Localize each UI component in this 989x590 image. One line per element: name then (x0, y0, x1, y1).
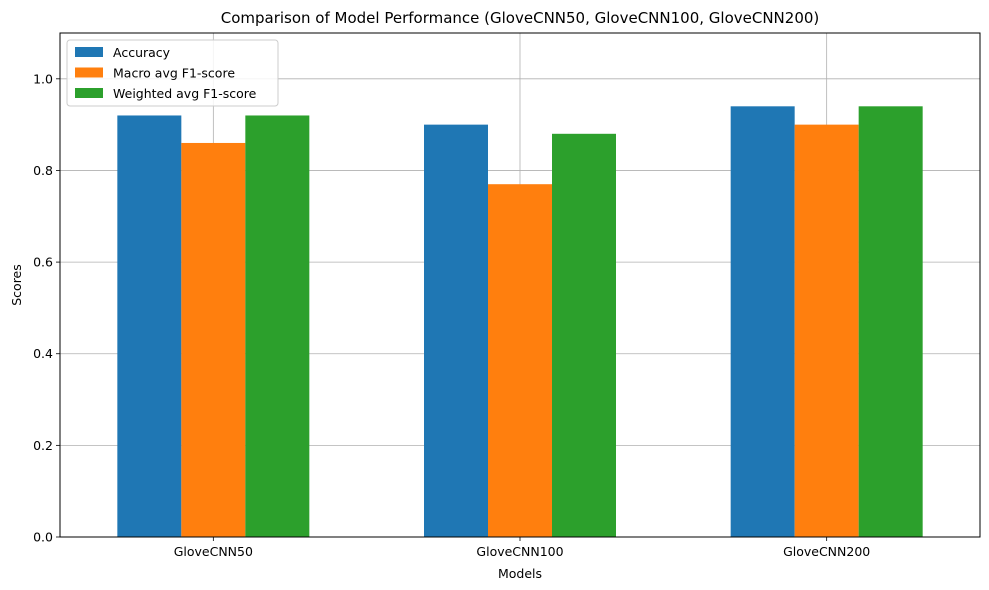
chart-title: Comparison of Model Performance (GloveCN… (221, 9, 820, 27)
y-tick-label: 0.6 (33, 255, 53, 270)
bars (117, 106, 923, 538)
x-tick-label: GloveCNN50 (174, 544, 253, 559)
legend-label: Macro avg F1-score (113, 66, 235, 81)
bar-macro-avg-f1-score-glovecnn50 (181, 142, 246, 538)
axis-ticks: 0.0 0.2 0.4 0.6 0.8 1.0 GloveCNN50 GloveCNN100 G… (33, 71, 870, 559)
x-tick-label: GloveCNN100 (476, 544, 563, 559)
legend-swatch (75, 67, 103, 78)
bar-macro-avg-f1-score-glovecnn100 (488, 184, 552, 537)
x-tick-label: GloveCNN200 (783, 544, 870, 559)
y-tick-label: 0.8 (33, 163, 53, 178)
legend-box (66, 39, 279, 107)
bar-accuracy-glovecnn100 (424, 124, 488, 538)
legend-label: Accuracy (113, 45, 171, 60)
y-tick-label: 0.2 (33, 438, 53, 453)
bar-weighted-avg-f1-score-glovecnn50 (245, 115, 310, 538)
y-tick-label: 1.0 (33, 71, 53, 86)
bar-accuracy-glovecnn200 (730, 106, 795, 538)
x-axis-label: Models (498, 566, 542, 581)
legend-swatch (75, 47, 103, 57)
bar-macro-avg-f1-score-glovecnn200 (794, 124, 859, 538)
legend-label: Weighted avg F1-score (113, 86, 257, 101)
legend: Accuracy Macro avg F1-score Weighted avg F… (66, 39, 279, 107)
bar-weighted-avg-f1-score-glovecnn200 (858, 106, 923, 538)
y-tick-label: 0.4 (33, 346, 53, 361)
y-tick-label: 0.0 (33, 530, 53, 545)
y-axis-label: Scores (9, 264, 24, 306)
bar-weighted-avg-f1-score-glovecnn100 (552, 133, 616, 538)
legend-swatch (75, 88, 103, 98)
bar-accuracy-glovecnn50 (117, 115, 182, 538)
